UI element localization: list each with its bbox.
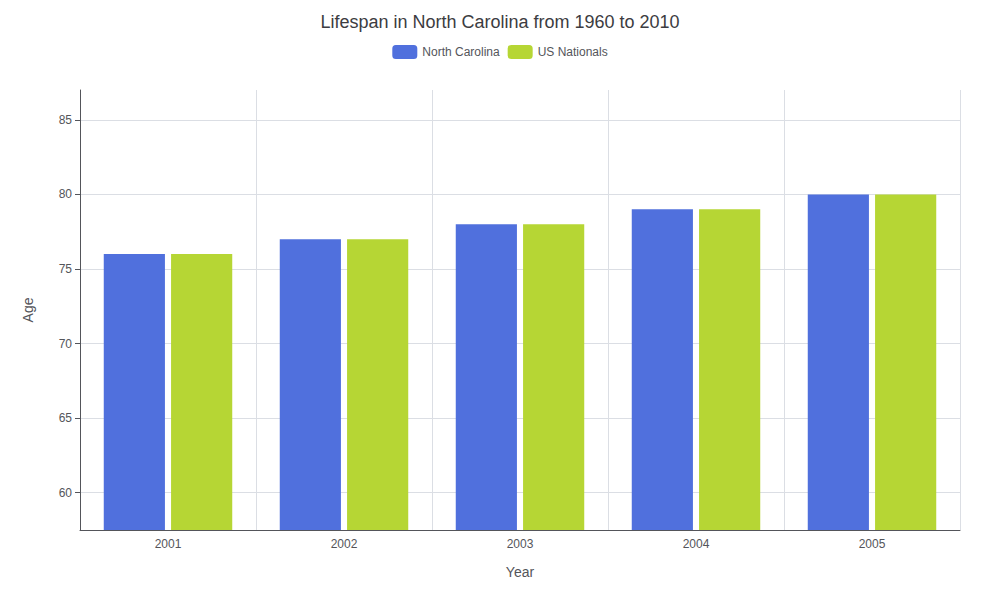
svg-text:Year: Year [506, 564, 535, 580]
svg-text:80: 80 [59, 187, 73, 201]
svg-text:75: 75 [59, 262, 73, 276]
svg-text:2004: 2004 [683, 537, 710, 551]
svg-text:Lifespan in North Carolina fro: Lifespan in North Carolina from 1960 to … [320, 12, 679, 32]
svg-text:65: 65 [59, 411, 73, 425]
svg-text:North Carolina: North Carolina [422, 45, 500, 59]
svg-text:2005: 2005 [859, 537, 886, 551]
svg-text:Age: Age [20, 297, 36, 322]
svg-text:85: 85 [59, 113, 73, 127]
svg-text:2003: 2003 [507, 537, 534, 551]
svg-text:2002: 2002 [331, 537, 358, 551]
svg-text:US Nationals: US Nationals [538, 45, 608, 59]
svg-text:70: 70 [59, 337, 73, 351]
svg-text:60: 60 [59, 486, 73, 500]
svg-text:2001: 2001 [155, 537, 182, 551]
